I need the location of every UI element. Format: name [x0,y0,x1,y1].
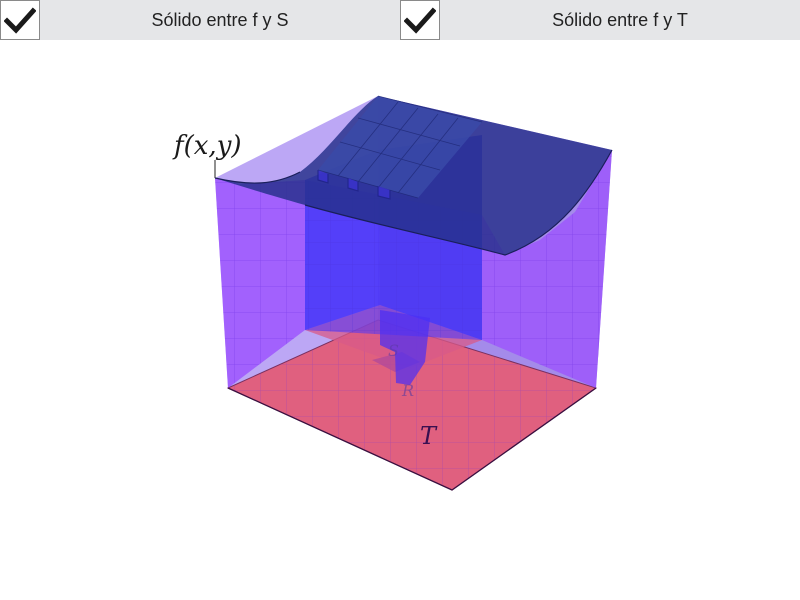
region-t-grid [228,320,596,490]
toggle-label-solid-f-s: Sólido entre f y S [151,10,289,30]
surface-f-plateau-grid [317,95,483,199]
toolbar: Sólido entre f y S Sólido entre f y T [0,0,800,40]
checkmark-icon [4,7,36,34]
solid-t-front-right-grid [482,150,612,388]
toggle-label-solid-f-t: Sólido entre f y T [552,10,688,30]
region-s-label: S [388,341,399,360]
solid-r-column [380,310,430,385]
3d-graphics-view[interactable]: f(x,y) T S R [0,40,800,600]
region-r-label: R [401,381,414,400]
region-t-label: T [420,422,438,450]
surface-f-edge-right [304,149,613,256]
toggle-solid-f-s[interactable]: Sólido entre f y S [0,0,400,40]
surface-f-plateau [318,96,482,198]
surface-f-edge-left [214,171,301,184]
surface-label: f(x,y) [172,131,242,161]
checkbox-solid-f-s[interactable] [0,0,40,40]
toggle-solid-f-t[interactable]: Sólido entre f y T [400,0,800,40]
base-front-edges [227,387,597,491]
checkmark-icon [404,7,436,34]
surface-f-steps [317,170,391,200]
checkbox-solid-f-t[interactable] [400,0,440,40]
solid-t-front-left-grid [215,178,305,388]
